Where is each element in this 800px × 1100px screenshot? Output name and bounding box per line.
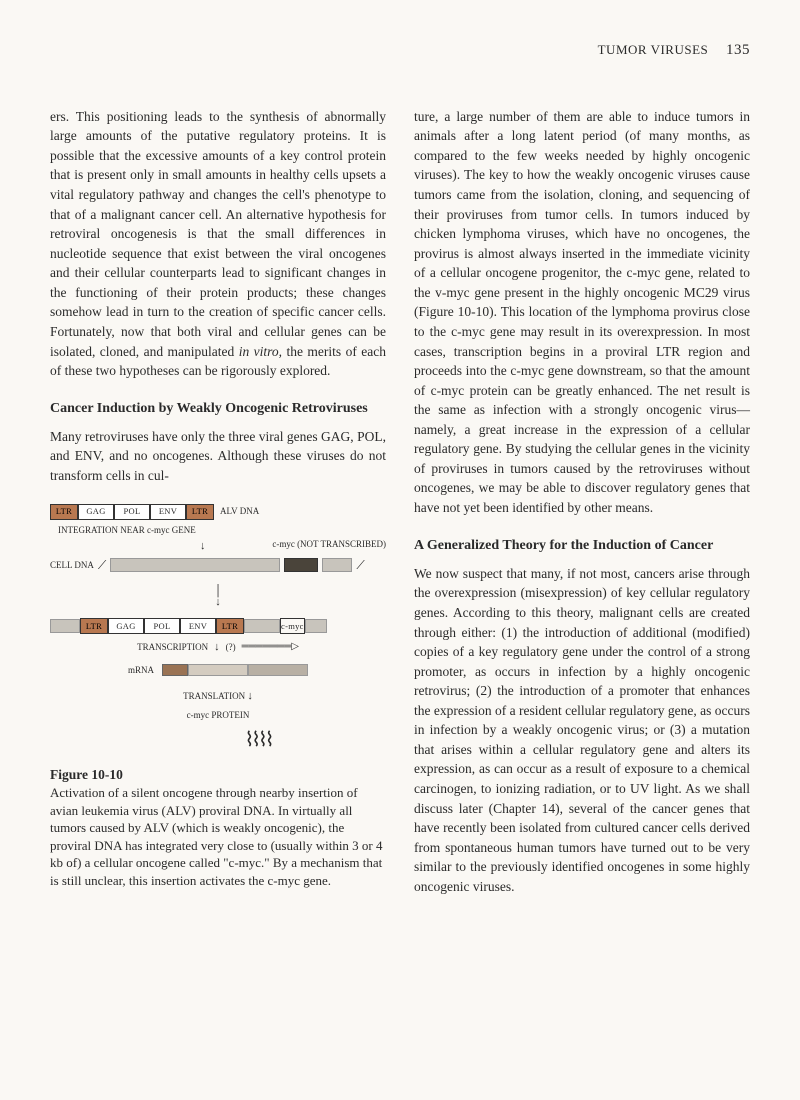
alv-dna-label: ALV DNA	[220, 505, 259, 518]
gray-dna-segment	[50, 619, 80, 633]
cell-dna-row: CELL DNA ⟋ ⟋	[50, 555, 386, 576]
figure-10-10: LTR GAG POL ENV LTR ALV DNA INTEGRATION …	[50, 504, 386, 890]
page-header: TUMOR VIRUSES 135	[50, 40, 750, 62]
left-column: ers. This positioning leads to the synth…	[50, 107, 386, 904]
alv-dna-strip: LTR GAG POL ENV LTR ALV DNA	[50, 504, 386, 520]
body-paragraph: We now suspect that many, if not most, c…	[414, 564, 750, 897]
gag-segment: GAG	[108, 618, 144, 634]
mrna-segment	[248, 664, 308, 676]
gag-segment: GAG	[78, 504, 114, 520]
not-transcribed-label: c-myc (NOT TRANSCRIBED)	[50, 538, 386, 551]
gray-dna-segment	[322, 558, 352, 572]
pol-segment: POL	[144, 618, 180, 634]
arrow-down-icon: │↓	[50, 586, 386, 608]
body-paragraph: ers. This positioning leads to the synth…	[50, 107, 386, 381]
two-column-layout: ers. This positioning leads to the synth…	[50, 107, 750, 904]
arrow-down-icon: ↓	[247, 690, 253, 702]
page-number: 135	[726, 42, 750, 58]
section-heading: A Generalized Theory for the Induction o…	[414, 536, 750, 556]
zigzag-icon: ⟋	[356, 558, 364, 572]
cmyc-segment: c-myc	[280, 618, 305, 634]
protein-squiggle-icon: ⌇⌇⌇⌇	[130, 726, 386, 755]
zigzag-icon: ⟋	[98, 558, 106, 572]
ltr-segment: LTR	[50, 504, 78, 520]
env-segment: ENV	[150, 504, 186, 520]
body-paragraph: Many retroviruses have only the three vi…	[50, 427, 386, 486]
mrna-segment	[162, 664, 188, 676]
transcription-label: TRANSCRIPTION	[137, 641, 208, 654]
ltr-segment: LTR	[186, 504, 214, 520]
section-heading: Cancer Induction by Weakly Oncogenic Ret…	[50, 399, 386, 419]
gray-dna-segment	[110, 558, 280, 572]
transcription-row: TRANSCRIPTION ↓ (?) ═══════▷	[50, 640, 386, 656]
integrated-dna-strip: LTR GAG POL ENV LTR c-myc	[50, 618, 386, 634]
arrow-right-icon: ═══════▷	[242, 640, 299, 655]
running-title: TUMOR VIRUSES	[598, 42, 709, 57]
pol-segment: POL	[114, 504, 150, 520]
ltr-segment: LTR	[80, 618, 108, 634]
mrna-row: mRNA	[50, 660, 386, 681]
figure-caption: Activation of a silent oncogene through …	[50, 784, 386, 889]
cell-dna-label: CELL DNA	[50, 559, 94, 572]
dark-dna-segment	[284, 558, 318, 572]
body-paragraph: ture, a large number of them are able to…	[414, 107, 750, 518]
question-label: (?)	[226, 641, 236, 654]
mrna-segment	[188, 664, 248, 676]
gray-dna-segment	[244, 619, 280, 633]
figure-title: Figure 10-10	[50, 765, 386, 785]
ltr-segment: LTR	[216, 618, 244, 634]
arrow-down-icon: ↓	[214, 640, 220, 656]
translation-label: TRANSLATION ↓	[50, 689, 386, 705]
gray-dna-segment	[305, 619, 327, 633]
mrna-label: mRNA	[128, 664, 154, 677]
right-column: ture, a large number of them are able to…	[414, 107, 750, 904]
integration-label: INTEGRATION NEAR c-myc GENE	[58, 524, 386, 537]
protein-label: c-myc PROTEIN	[50, 709, 386, 722]
env-segment: ENV	[180, 618, 216, 634]
